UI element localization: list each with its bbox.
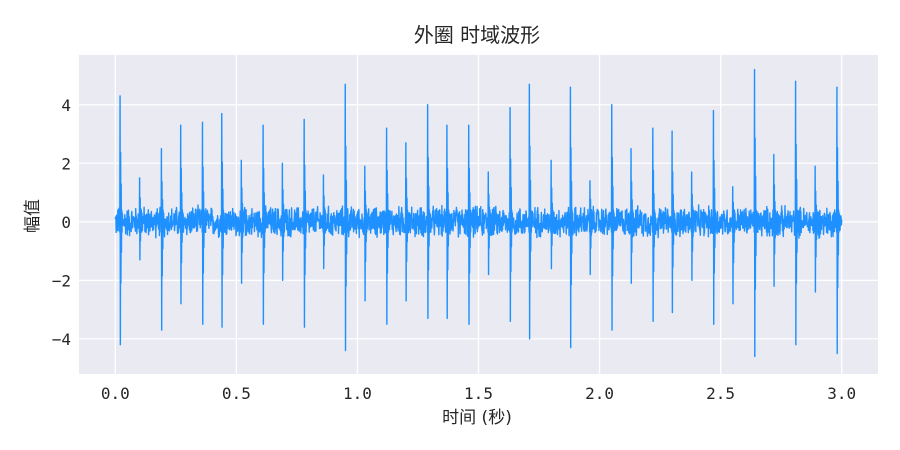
x-tick-label: 3.0 (827, 384, 856, 403)
chart-title: 外圈 时域波形 (414, 23, 540, 47)
signal-line (114, 68, 843, 358)
y-tick-label: −2 (52, 271, 71, 290)
y-tick-label: 2 (61, 154, 71, 173)
y-tick-label: 0 (61, 213, 71, 232)
x-tick-label: 1.5 (464, 384, 493, 403)
x-tick-label: 2.5 (706, 384, 735, 403)
signal-series (114, 68, 843, 358)
y-tick-label: 4 (61, 96, 71, 115)
y-tick-label: −4 (52, 330, 71, 349)
x-tick-label: 0.5 (222, 384, 251, 403)
x-tick-label: 2.0 (585, 384, 614, 403)
y-axis-ticks: −4 −2 0 2 4 (52, 96, 71, 349)
y-axis-label: 幅值 (23, 199, 43, 233)
x-axis-ticks: 0.0 0.5 1.0 1.5 2.0 2.5 3.0 (101, 384, 856, 403)
x-tick-label: 0.0 (101, 384, 130, 403)
x-axis-label: 时间 (秒) (442, 408, 512, 428)
x-tick-label: 1.0 (343, 384, 372, 403)
